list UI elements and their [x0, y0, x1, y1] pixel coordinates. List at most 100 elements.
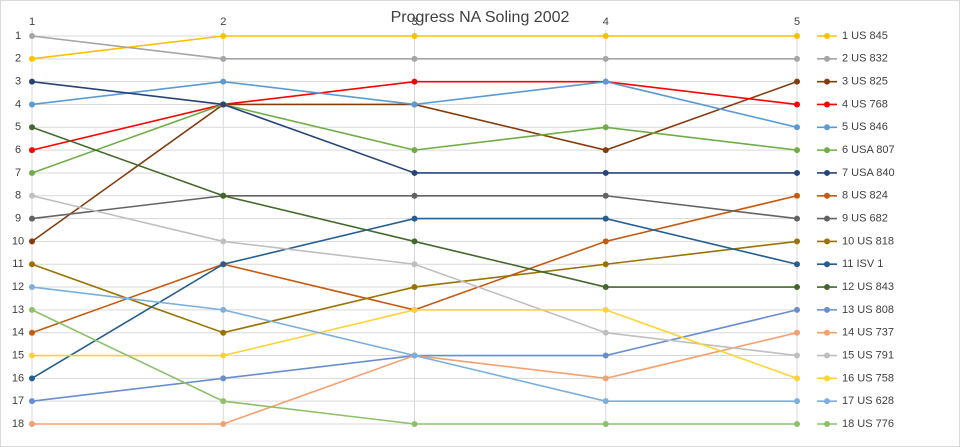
y-tick-label: 13: [12, 304, 24, 316]
legend-swatch-marker: [824, 284, 830, 291]
legend-label: 4 US 768: [842, 98, 888, 110]
data-point: [220, 352, 227, 359]
data-point: [794, 284, 800, 291]
legend-swatch-marker: [824, 169, 830, 176]
data-point: [411, 169, 418, 176]
data-point: [602, 261, 609, 268]
y-tick-label: 17: [12, 395, 24, 407]
y-tick-label: 5: [15, 121, 21, 133]
data-point: [29, 375, 35, 382]
data-point: [602, 352, 609, 359]
data-point: [411, 147, 418, 154]
data-point: [29, 421, 35, 427]
legend-swatch-marker: [824, 124, 830, 131]
y-tick-label: 2: [15, 53, 21, 65]
data-point: [794, 215, 800, 222]
legend-label: 11 ISV 1: [842, 258, 883, 270]
data-point: [794, 101, 800, 108]
x-tick-label: 1: [29, 16, 35, 28]
data-point: [602, 33, 609, 39]
data-point: [29, 55, 35, 62]
legend-label: 13 US 808: [842, 304, 894, 316]
data-point: [602, 398, 609, 405]
data-point: [602, 147, 609, 154]
data-point: [411, 284, 418, 291]
data-point: [602, 124, 609, 131]
legend-label: 2 US 832: [842, 53, 888, 65]
data-point: [602, 215, 609, 222]
data-point: [602, 421, 609, 427]
y-tick-label: 18: [12, 418, 24, 430]
data-point: [29, 101, 35, 108]
legend-label: 9 US 682: [842, 212, 888, 224]
data-point: [602, 192, 609, 199]
data-point: [411, 306, 418, 313]
legend-swatch-marker: [824, 421, 830, 427]
data-point: [29, 169, 35, 176]
y-tick-label: 8: [15, 190, 21, 202]
data-point: [220, 421, 227, 427]
x-tick-label: 5: [794, 16, 800, 28]
legend-label: 1 US 845: [842, 30, 888, 42]
data-point: [794, 261, 800, 268]
legend-swatch-marker: [824, 33, 830, 39]
data-point: [29, 147, 35, 154]
data-point: [220, 33, 227, 39]
legend-swatch-marker: [824, 306, 830, 313]
data-point: [602, 329, 609, 336]
legend-swatch-marker: [824, 55, 830, 62]
data-point: [794, 147, 800, 154]
data-point: [29, 398, 35, 405]
x-tick-label: 3: [411, 16, 417, 28]
data-point: [794, 192, 800, 199]
data-point: [29, 33, 35, 39]
data-point: [29, 306, 35, 313]
x-tick-label: 4: [603, 16, 609, 28]
legend-swatch-marker: [824, 329, 830, 336]
legend-swatch-marker: [824, 147, 830, 154]
legend-swatch-marker: [824, 192, 830, 199]
data-point: [602, 306, 609, 313]
data-point: [794, 78, 800, 85]
data-point: [794, 55, 800, 62]
legend-label: 5 US 846: [842, 121, 888, 133]
data-point: [411, 261, 418, 268]
data-point: [794, 375, 800, 382]
legend-label: 15 US 791: [842, 349, 894, 361]
legend-swatch-marker: [824, 101, 830, 108]
data-point: [794, 421, 800, 427]
chart-title: Progress NA Soling 2002: [391, 9, 570, 26]
data-point: [29, 215, 35, 222]
legend-label: 7 USA 840: [842, 167, 895, 179]
data-point: [29, 261, 35, 268]
data-point: [411, 421, 418, 427]
data-point: [411, 238, 418, 245]
data-point: [411, 101, 418, 108]
data-point: [29, 78, 35, 85]
data-point: [220, 398, 227, 405]
legend-label: 8 US 824: [842, 190, 888, 202]
data-point: [602, 55, 609, 62]
data-point: [794, 352, 800, 359]
data-point: [794, 306, 800, 313]
data-point: [29, 284, 35, 291]
y-tick-label: 14: [12, 327, 24, 339]
y-tick-label: 4: [15, 98, 21, 110]
data-point: [602, 375, 609, 382]
y-tick-label: 10: [12, 235, 24, 247]
legend-swatch-marker: [824, 238, 830, 245]
legend-label: 3 US 825: [842, 76, 888, 88]
data-point: [411, 55, 418, 62]
legend-swatch-marker: [824, 398, 830, 405]
data-point: [220, 329, 227, 336]
data-point: [411, 215, 418, 222]
y-tick-label: 6: [15, 144, 21, 156]
data-point: [29, 329, 35, 336]
data-point: [411, 352, 418, 359]
data-point: [220, 78, 227, 85]
legend-label: 14 US 737: [842, 327, 894, 339]
data-point: [220, 306, 227, 313]
data-point: [29, 352, 35, 359]
